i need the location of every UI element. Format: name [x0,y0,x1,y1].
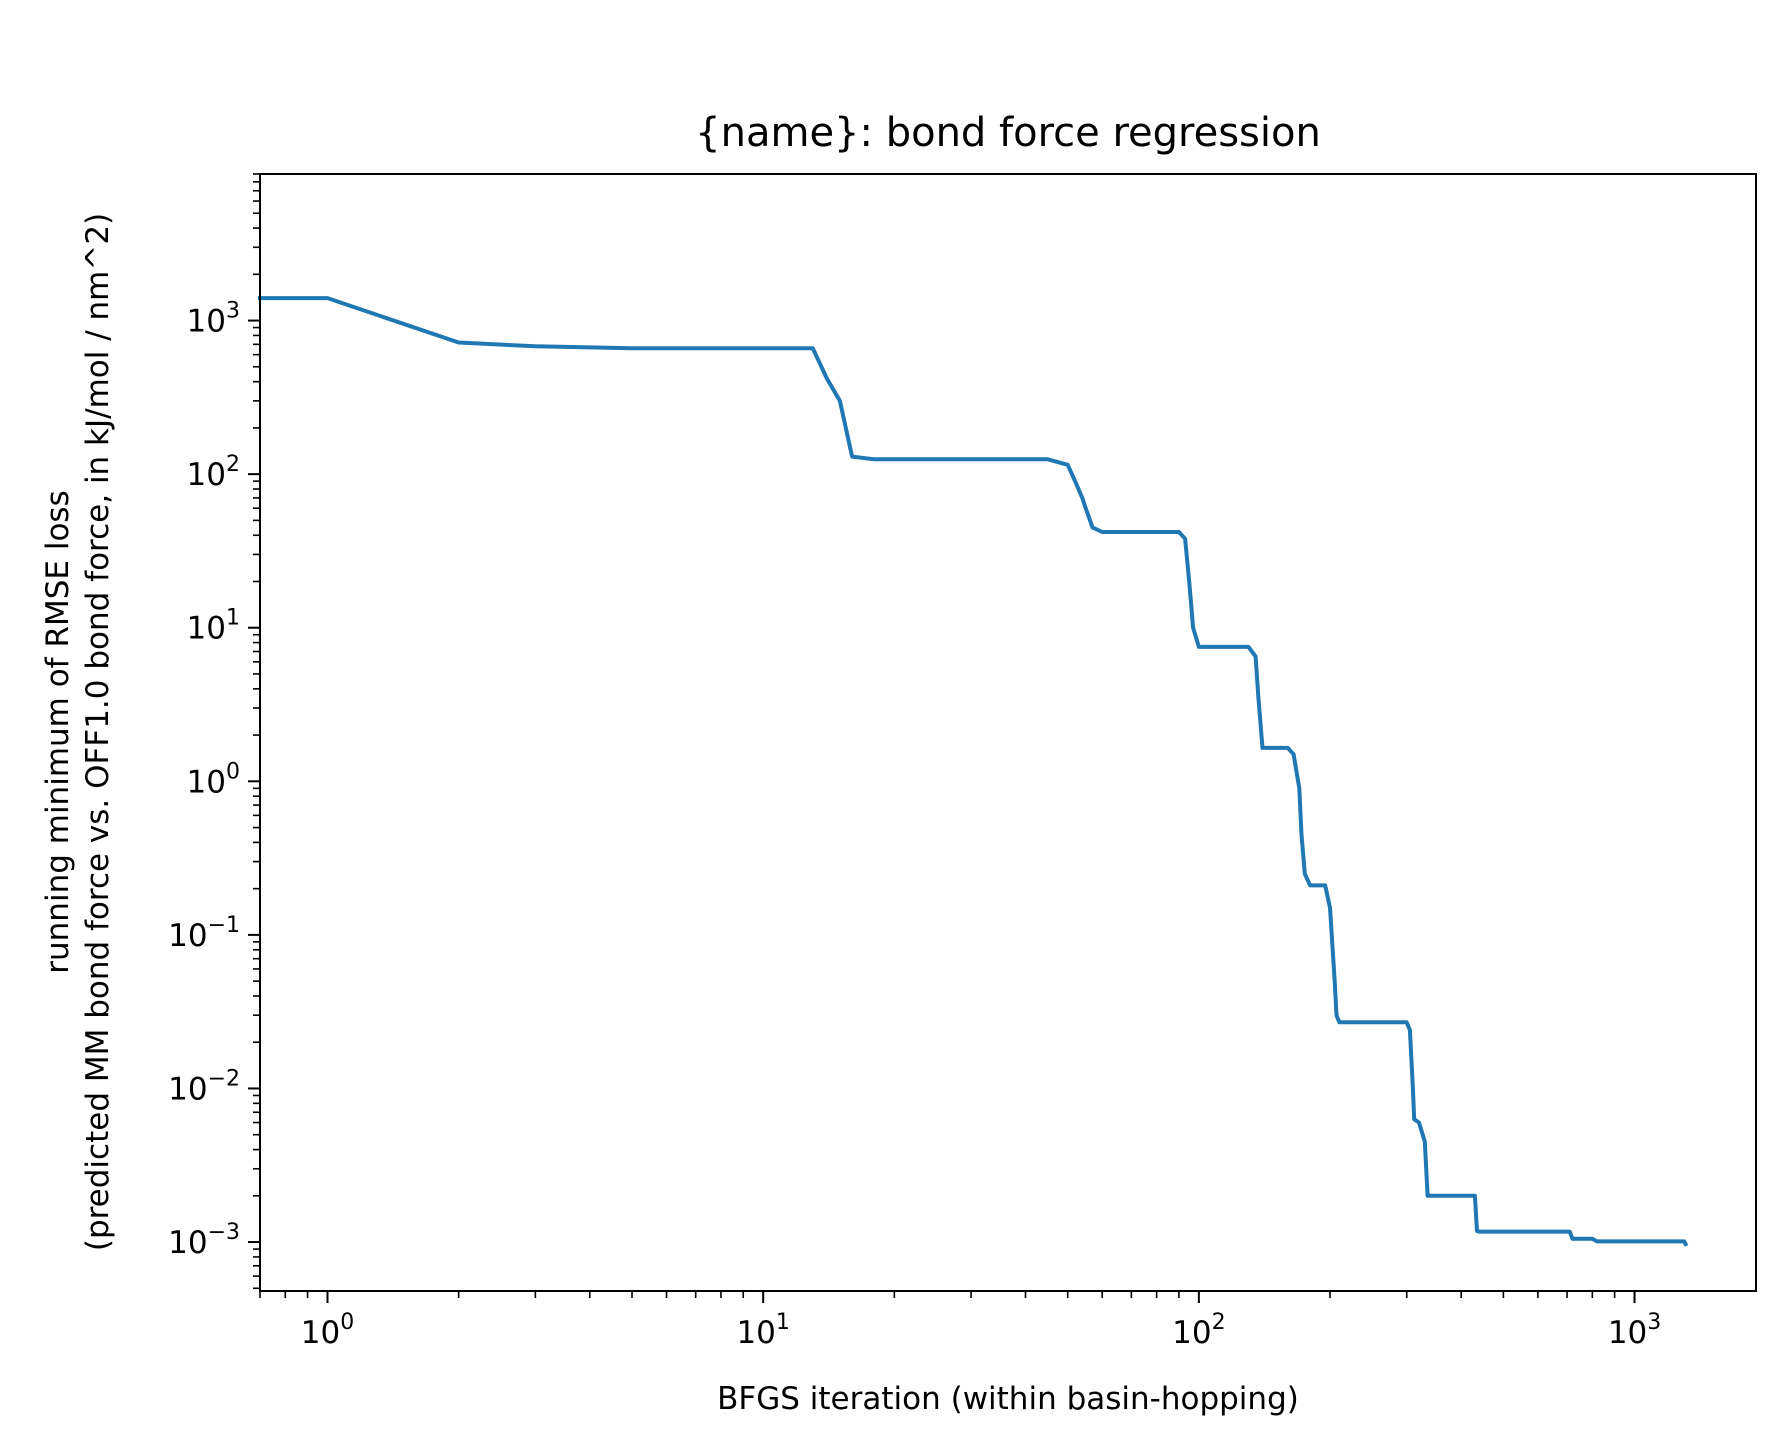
y-axis-label-line2: (predicted MM bond force vs. OFF1.0 bond… [80,213,116,1251]
y-tick-label: 10−2 [168,1066,240,1107]
x-axis-ticks: 100 101 102 103 [301,1291,1661,1351]
y-tick-label: 10−1 [168,913,240,954]
y-tick-label: 102 [187,452,240,493]
y-tick-label: 101 [187,606,240,647]
y-axis-label-line1: running minimum of RMSE loss [40,490,76,973]
y-tick-label: 103 [187,299,240,340]
plot-area [260,174,1756,1291]
y-tick-label: 100 [187,759,240,800]
minor-ticks [253,173,1616,1298]
x-tick-label: 101 [736,1310,789,1351]
x-tick-label: 103 [1608,1310,1661,1351]
series-line [258,296,1689,1247]
y-axis-ticks: 10−3 10−2 10−1 100 101 102 103 [168,299,260,1261]
plot-frame [259,173,1757,1292]
x-axis-label: BFGS iteration (within basin-hopping) [717,1381,1299,1417]
y-tick-label: 10−3 [168,1220,240,1261]
x-tick-label: 100 [301,1310,354,1351]
chart-title: {name}: bond force regression [695,110,1321,156]
x-tick-label: 102 [1172,1310,1225,1351]
